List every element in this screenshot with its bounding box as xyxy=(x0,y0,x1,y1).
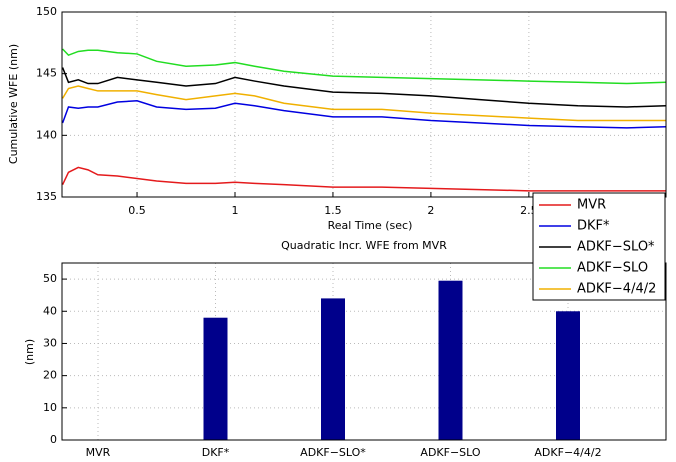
legend-label: ADKF−SLO* xyxy=(577,240,655,255)
y-tick-label: 145 xyxy=(36,67,57,80)
y-tick-label: 20 xyxy=(43,369,57,382)
x-tick-label: ADKF−4/4/2 xyxy=(534,446,601,459)
legend-label: DKF* xyxy=(577,219,610,234)
x-tick-label: MVR xyxy=(86,446,111,459)
x-axis-label: Real Time (sec) xyxy=(328,219,413,232)
y-tick-label: 10 xyxy=(43,401,57,414)
x-tick-label: ADKF−SLO* xyxy=(300,446,366,459)
legend-label: ADKF−SLO xyxy=(577,261,648,276)
data-line xyxy=(61,67,667,108)
y-tick-label: 150 xyxy=(36,5,57,18)
data-line xyxy=(61,166,666,192)
y-axis-label: (nm) xyxy=(23,339,36,365)
y-tick-label: 135 xyxy=(36,190,57,203)
legend-label: ADKF−4/4/2 xyxy=(577,282,656,297)
x-tick-label: 1.5 xyxy=(324,204,342,217)
bar xyxy=(321,298,345,440)
y-tick-label: 50 xyxy=(43,272,57,285)
data-line xyxy=(62,48,667,85)
data-line xyxy=(61,100,667,129)
bar xyxy=(203,317,228,440)
data-line xyxy=(61,85,666,122)
y-tick-label: 40 xyxy=(43,304,57,317)
x-tick-label: 1 xyxy=(231,204,238,217)
x-tick-label: 2 xyxy=(427,204,434,217)
x-tick-label: DKF* xyxy=(202,446,230,459)
y-tick-label: 30 xyxy=(43,336,57,349)
chart-title: Quadratic Incr. WFE from MVR xyxy=(281,239,447,252)
y-tick-label: 140 xyxy=(36,128,57,141)
bar xyxy=(438,280,463,440)
x-tick-label: ADKF−SLO xyxy=(420,446,480,459)
y-axis-label: Cumulative WFE (nm) xyxy=(7,44,20,164)
y-tick-label: 0 xyxy=(50,433,57,446)
legend-label: MVR xyxy=(577,198,606,213)
bar xyxy=(556,311,580,440)
x-tick-label: 0.5 xyxy=(128,204,146,217)
plot-frame xyxy=(61,11,667,198)
plot-frame xyxy=(61,262,667,441)
